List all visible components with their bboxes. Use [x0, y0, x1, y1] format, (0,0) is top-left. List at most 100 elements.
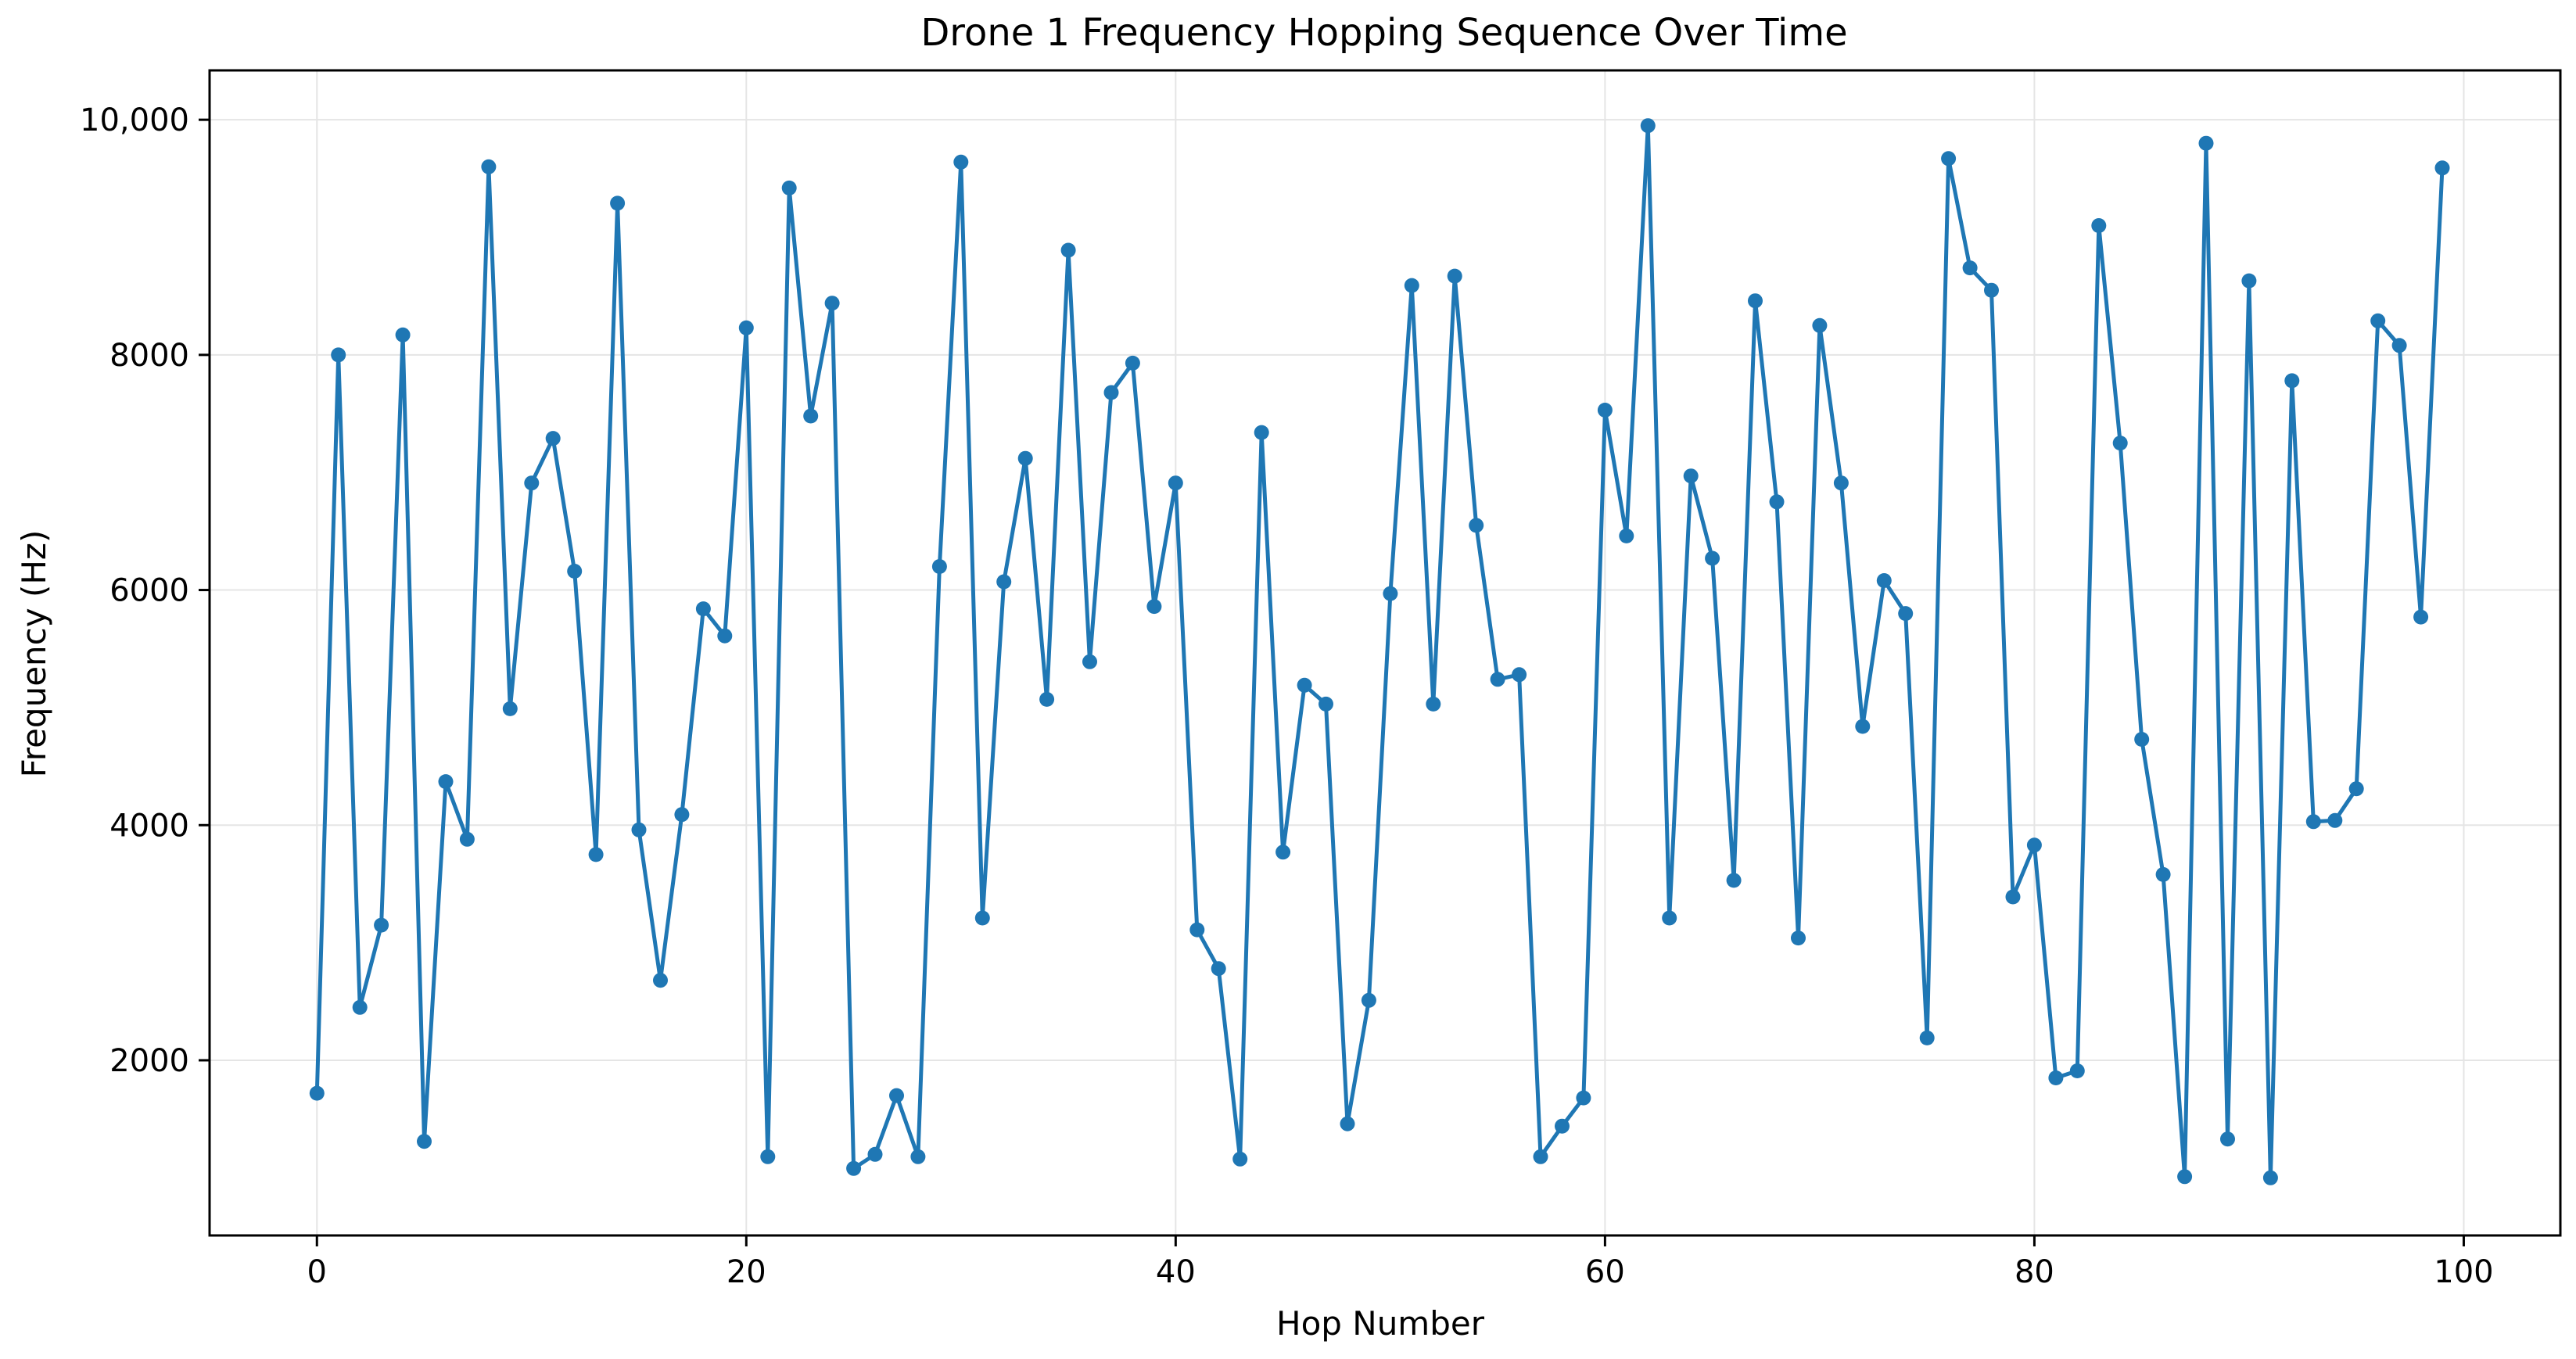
data-point [588, 847, 604, 862]
data-point [1318, 696, 1333, 712]
data-point [374, 917, 389, 933]
data-point [502, 701, 518, 716]
data-point [1533, 1149, 1548, 1164]
x-tick-label: 80 [2015, 1254, 2054, 1290]
axes-frame [208, 69, 2562, 1237]
chart-title: Drone 1 Frequency Hopping Sequence Over … [920, 11, 1847, 55]
data-point [1125, 355, 1140, 371]
x-tick-label: 60 [1585, 1254, 1625, 1290]
data-point [545, 431, 561, 446]
x-axis-label: Hop Number [1276, 1304, 1485, 1343]
data-point [352, 999, 368, 1015]
data-point [1340, 1116, 1355, 1131]
data-point [1490, 672, 1505, 687]
data-point [1619, 528, 1634, 543]
data-point [2091, 218, 2107, 233]
data-point [738, 320, 754, 335]
data-point [2262, 1170, 2278, 1185]
data-point [2434, 160, 2450, 176]
data-point [1941, 151, 1957, 167]
data-point [2026, 837, 2042, 853]
data-point [1662, 910, 1677, 926]
data-point [1082, 654, 1097, 669]
data-point [953, 154, 969, 170]
data-point [1576, 1090, 1591, 1106]
data-point [910, 1149, 926, 1164]
data-point [931, 559, 947, 574]
data-point [889, 1088, 904, 1103]
data-point [1297, 677, 1312, 693]
x-tick-label: 40 [1156, 1254, 1196, 1290]
data-point [974, 910, 990, 926]
data-point [824, 296, 840, 311]
data-point [2005, 889, 2021, 905]
data-point [2112, 436, 2128, 451]
series-layer [309, 118, 2450, 1185]
data-point [2284, 373, 2300, 389]
data-point [1103, 385, 1119, 400]
data-point [653, 973, 668, 988]
data-point [1726, 873, 1742, 888]
y-tick-label: 6000 [109, 573, 189, 609]
data-point [1833, 475, 1849, 491]
data-point [2198, 135, 2214, 151]
data-point [760, 1149, 776, 1164]
data-point [1876, 573, 1892, 588]
data-point [674, 807, 690, 823]
data-point [695, 601, 711, 617]
data-point [1512, 667, 1527, 683]
data-point [567, 564, 583, 579]
data-point [1962, 260, 1978, 276]
data-point [1791, 931, 1806, 946]
data-point [1232, 1151, 1248, 1167]
data-point [331, 347, 346, 363]
data-point [1211, 961, 1226, 977]
series-line [314, 124, 2445, 1180]
data-point [1447, 268, 1462, 284]
data-point [395, 327, 411, 342]
data-point [1812, 317, 1828, 333]
data-point [1254, 425, 1269, 440]
data-point [1426, 696, 1441, 712]
data-point [996, 574, 1012, 590]
data-point [781, 180, 797, 195]
x-tick-label: 20 [727, 1254, 766, 1290]
data-point [846, 1160, 862, 1176]
data-point [1146, 599, 1162, 615]
data-point [1855, 719, 1871, 734]
data-point [438, 774, 454, 790]
x-tick-label: 100 [2434, 1254, 2493, 1290]
data-point [1898, 606, 1914, 622]
data-point [2069, 1063, 2085, 1078]
data-point [1919, 1030, 1935, 1045]
data-point [610, 195, 626, 211]
data-point [2327, 812, 2343, 828]
data-point [1039, 691, 1055, 707]
data-point [2348, 781, 2364, 797]
data-point [1404, 278, 1419, 293]
data-point [1469, 518, 1484, 533]
data-point [1060, 242, 1076, 258]
y-tick-label: 8000 [109, 338, 189, 374]
data-point [1168, 475, 1183, 491]
data-point [417, 1134, 432, 1149]
data-point [1361, 992, 1376, 1008]
data-point [867, 1146, 883, 1162]
data-point [1383, 586, 1398, 601]
data-point [459, 831, 475, 847]
x-tick-label: 0 [307, 1254, 327, 1290]
data-point [1189, 922, 1205, 938]
data-point [1748, 293, 1763, 309]
data-point [2177, 1169, 2193, 1185]
data-point [2134, 732, 2150, 747]
data-point [1705, 550, 1720, 566]
y-tick-label: 10,000 [80, 102, 189, 138]
data-point [2305, 814, 2321, 830]
y-tick-label: 4000 [109, 808, 189, 844]
y-axis-label: Frequency (Hz) [15, 530, 53, 778]
data-point [1984, 282, 1999, 298]
data-point [2413, 609, 2429, 625]
